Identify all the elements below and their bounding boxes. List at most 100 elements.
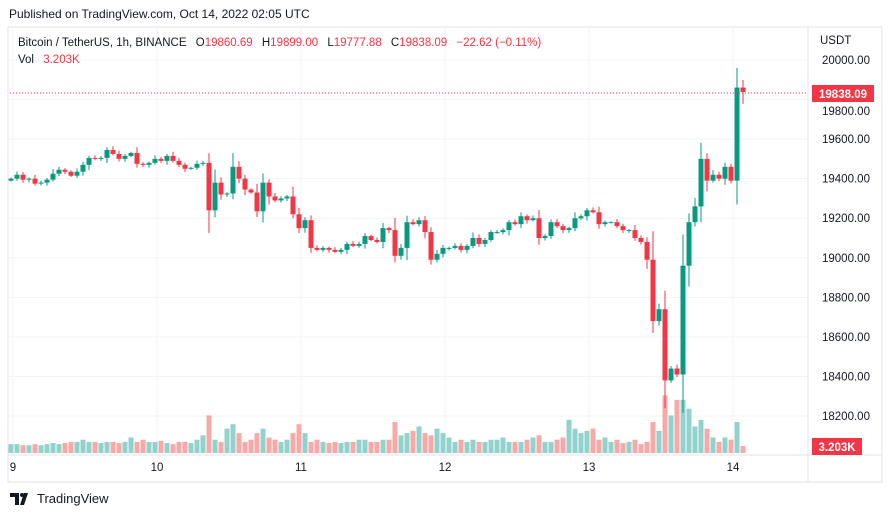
volume-label[interactable]: Vol	[18, 54, 34, 66]
volume-bar	[428, 435, 434, 453]
volume-bar	[722, 437, 728, 453]
candle-up	[224, 193, 230, 195]
volume-bar	[170, 444, 176, 453]
candle-down	[32, 178, 38, 184]
candle-down	[314, 247, 320, 250]
candle-down	[182, 164, 188, 169]
legend-symbol[interactable]: Bitcoin / TetherUS, 1h, BINANCE	[18, 37, 187, 49]
volume-bar	[176, 441, 182, 453]
candle-down	[458, 245, 464, 250]
candle-up	[656, 309, 662, 322]
volume-bar	[614, 439, 620, 453]
volume-bar	[140, 439, 146, 453]
volume-bar	[680, 399, 686, 453]
candle-down	[296, 214, 302, 229]
candle-up	[446, 247, 452, 249]
candle-up	[146, 162, 152, 165]
candle-up	[98, 157, 104, 159]
volume-bar	[644, 441, 650, 453]
volume-bar	[554, 439, 560, 453]
volume-bar	[266, 437, 272, 453]
candle-up	[686, 222, 692, 266]
legend-volume-row: Vol 3.203K	[18, 52, 547, 69]
time-tick-label: 14	[727, 462, 740, 474]
candle-up	[164, 155, 170, 161]
candle-down	[248, 189, 254, 193]
candle-up	[434, 253, 440, 260]
tradingview-logo[interactable]: TradingView	[10, 491, 109, 506]
candle-down	[674, 368, 680, 375]
volume-bar	[254, 433, 260, 453]
volume-bar	[650, 422, 656, 453]
candle-up	[104, 149, 110, 158]
price-tick-label: 18800.00	[822, 292, 870, 304]
volume-bar	[284, 439, 290, 453]
price-tick-label: 20000.00	[822, 55, 870, 67]
volume-bar	[662, 395, 668, 453]
volume-bar	[704, 428, 710, 453]
volume-bar	[638, 444, 644, 453]
candle-up	[608, 222, 614, 224]
candle-up	[362, 236, 368, 244]
candle-up	[194, 163, 200, 168]
candle-down	[68, 171, 74, 176]
volume-bar	[602, 437, 608, 453]
price-axis[interactable]: 20000.00 19800.00 19600.00 19400.00 19200.00…	[822, 55, 870, 423]
volume-bar	[56, 444, 62, 453]
candle-up	[452, 245, 458, 248]
candle-down	[290, 196, 296, 215]
high-label: H	[261, 37, 271, 49]
legend: Bitcoin / TetherUS, 1h, BINANCE O19860.6…	[18, 35, 547, 69]
time-tick-label: 11	[295, 462, 307, 474]
volume-bar	[500, 437, 506, 453]
candle-down	[554, 222, 560, 227]
volume-bar	[560, 437, 566, 453]
volume-bar	[542, 441, 548, 453]
volume-bar	[596, 439, 602, 453]
candle-down	[308, 220, 314, 248]
candle-down	[422, 220, 428, 233]
volume-bar	[194, 439, 200, 453]
volume-bar	[446, 437, 452, 453]
candle-down	[116, 153, 122, 159]
volume-bar	[674, 399, 680, 453]
candle-up	[320, 247, 326, 250]
high-value: 19899.00	[270, 37, 319, 49]
volume-bar	[230, 424, 236, 453]
candle-down	[236, 166, 242, 179]
volume-bar	[68, 441, 74, 453]
candle-up	[572, 218, 578, 229]
volume-bar	[410, 430, 416, 453]
volume-bar	[272, 439, 278, 453]
candle-down	[218, 182, 224, 195]
candle-up	[440, 247, 446, 254]
candle-up	[692, 206, 698, 223]
volume-bar	[386, 439, 392, 453]
time-axis[interactable]: 9 10 11 12 13 14	[10, 462, 740, 474]
volume-bar	[608, 441, 614, 453]
volume-bar	[206, 415, 212, 453]
legend-ohlc-row: Bitcoin / TetherUS, 1h, BINANCE O19860.6…	[18, 35, 547, 52]
price-tick-label: 18400.00	[822, 371, 870, 383]
candle-down	[410, 222, 416, 225]
volume-bar	[290, 433, 296, 453]
candle-up	[506, 222, 512, 231]
volume-bar	[110, 441, 116, 453]
candle-up	[566, 228, 572, 231]
candle-down	[332, 249, 338, 252]
volume-bar	[104, 441, 110, 453]
candle-down	[266, 182, 272, 197]
candle-up	[74, 171, 80, 176]
volume-bar	[716, 441, 722, 453]
time-tick-label: 10	[151, 462, 164, 474]
open-value: 19860.69	[204, 37, 253, 49]
volume-bar	[356, 439, 362, 453]
candle-down	[644, 241, 650, 260]
candle-up	[734, 87, 740, 181]
candle-down	[716, 174, 722, 179]
volume-bar	[212, 439, 218, 453]
volume-bar	[566, 419, 572, 453]
volume-bar	[122, 441, 128, 453]
candle-down	[176, 160, 182, 165]
